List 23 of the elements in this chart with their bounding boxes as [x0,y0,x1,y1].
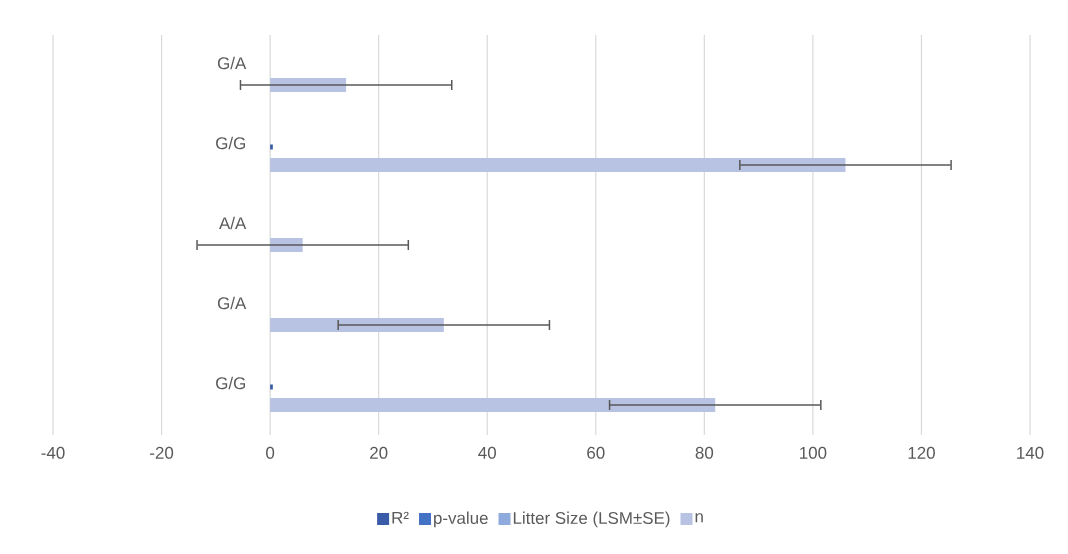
x-tick-label: 40 [478,446,496,459]
legend-label: n [695,513,703,523]
x-tick-label: -40 [41,446,65,459]
x-tick-label: 120 [908,446,935,459]
bar [270,397,716,412]
x-tick-label: 20 [370,446,388,459]
legend-label: p-value [434,511,488,528]
x-tick-label: 80 [695,446,714,459]
bar [270,144,273,150]
y-tick-label: A/A [219,216,247,230]
y-tick-label: G/G [216,136,246,150]
y-tick-label: G/A [217,56,247,70]
y-tick-label: G/A [217,296,247,310]
y-tick-label: G/G [216,376,246,390]
x-tick-label: 100 [800,446,827,459]
x-tick-label: -20 [150,446,174,459]
x-tick-label: 0 [266,446,275,459]
bar [270,157,846,172]
x-tick-label: 60 [587,446,605,459]
legend-label: Litter Size (LSM±SE) [513,511,670,528]
bar [270,384,273,390]
legend-label: R² [392,511,409,524]
x-tick-label: 140 [1017,446,1044,459]
